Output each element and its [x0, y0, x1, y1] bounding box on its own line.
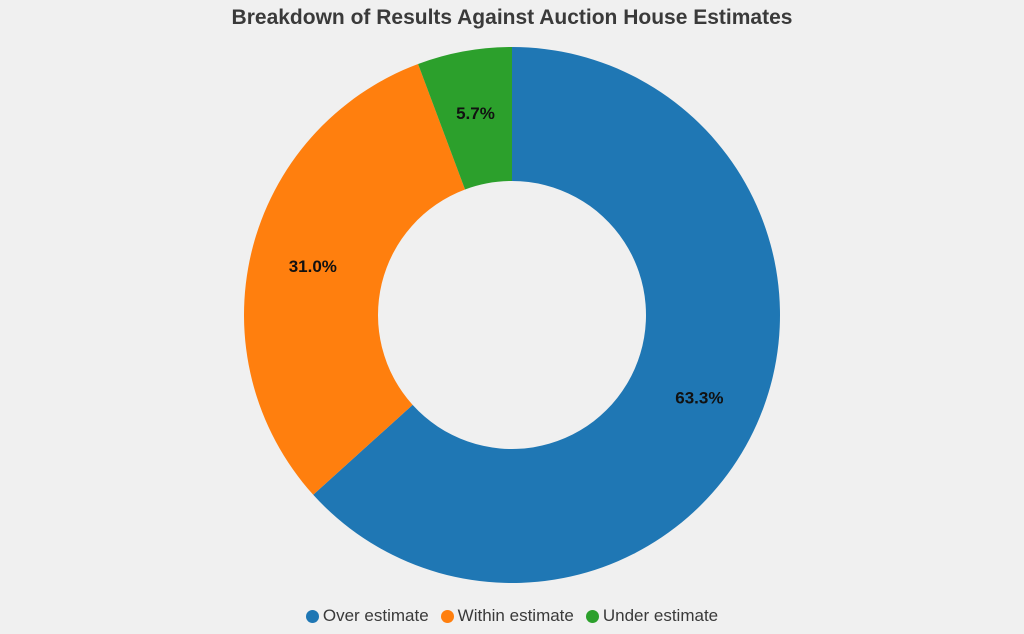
- data-label-over-estimate: 63.3%: [675, 389, 723, 408]
- chart-title: Breakdown of Results Against Auction Hou…: [231, 6, 793, 29]
- legend-item-over-estimate[interactable]: Over estimate: [305, 606, 429, 626]
- data-label-within-estimate: 31.0%: [289, 257, 337, 276]
- legend-label-within-estimate: Within estimate: [457, 606, 574, 625]
- legend-marker-over-estimate: [305, 609, 319, 623]
- legend: Over estimate Within estimate Under esti…: [0, 606, 1024, 626]
- legend-item-under-estimate[interactable]: Under estimate: [585, 606, 719, 626]
- slice-within-estimate[interactable]: [243, 64, 466, 495]
- legend-marker-under-estimate: [585, 609, 599, 623]
- legend-item-within-estimate[interactable]: Within estimate: [440, 606, 574, 626]
- legend-label-under-estimate: Under estimate: [602, 606, 719, 625]
- slice-over-estimate[interactable]: [313, 47, 780, 584]
- legend-marker-within-estimate: [440, 609, 454, 623]
- slice-under-estimate[interactable]: [418, 47, 512, 190]
- data-label-under-estimate: 5.7%: [456, 104, 495, 123]
- legend-label-over-estimate: Over estimate: [322, 606, 429, 625]
